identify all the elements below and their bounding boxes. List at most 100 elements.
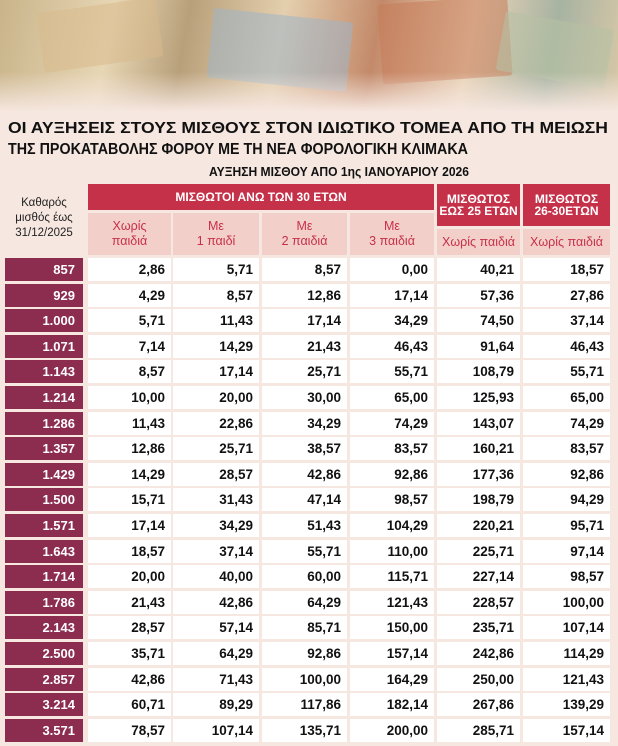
value-cell: 20,00 [173, 386, 259, 409]
value-cell: 55,71 [350, 360, 434, 384]
value-cell: 114,29 [523, 642, 610, 665]
value-cell: 220,21 [437, 514, 520, 537]
value-cell: 164,29 [350, 667, 434, 691]
value-cell: 28,57 [88, 616, 171, 640]
value-cell: 139,29 [523, 693, 610, 717]
value-cell: 107,14 [173, 718, 259, 742]
value-cell: 135,71 [262, 718, 347, 742]
value-cell: 5,71 [88, 309, 171, 333]
text-line: 1 παιδί [196, 234, 236, 248]
value-cell: 89,29 [173, 693, 259, 717]
row-label: 1.286 [5, 411, 83, 435]
text-line: παιδιά [111, 234, 148, 248]
value-cell: 17,14 [173, 360, 259, 384]
value-cell: 34,29 [173, 514, 259, 537]
title-line: ΟΙ ΑΥΞΗΣΕΙΣ ΣΤΟΥΣ ΜΙΣΘΟΥΣ ΣΤΟΝ ΙΔΙΩΤΙΚΟ … [8, 120, 608, 137]
row-label: 2.857 [5, 667, 83, 691]
row-label: 1.143 [5, 360, 83, 384]
value-cell: 74,29 [350, 411, 434, 435]
value-cell: 10,00 [88, 386, 171, 409]
value-cell: 92,86 [262, 642, 347, 665]
value-cell: 17,14 [350, 283, 434, 307]
value-cell: 98,57 [523, 565, 610, 589]
value-cell: 8,57 [262, 258, 347, 281]
value-cell: 17,14 [262, 309, 347, 333]
value-cell: 64,29 [173, 642, 259, 665]
value-cell: 235,71 [437, 616, 520, 640]
value-cell: 100,00 [262, 667, 347, 691]
value-cell: 55,71 [262, 539, 347, 563]
value-cell: 46,43 [523, 334, 610, 358]
value-cell: 20,00 [88, 565, 171, 589]
value-cell: 227,14 [437, 565, 520, 589]
value-cell: 21,43 [88, 590, 171, 614]
row-label: 1.714 [5, 565, 83, 589]
row-label: 1.786 [5, 590, 83, 614]
row-label: 1.071 [5, 334, 83, 358]
value-cell: 108,79 [437, 360, 520, 384]
value-cell: 12,86 [262, 283, 347, 307]
value-cell: 94,29 [523, 488, 610, 512]
value-cell: 198,79 [437, 488, 520, 512]
group-header: ΜΙΣΘΩΤΟΣ ΕΩΣ 25 ΕΤΩΝ [437, 184, 520, 226]
text-line: Με [384, 219, 400, 233]
value-cell: 228,57 [437, 590, 520, 614]
value-cell: 42,86 [262, 462, 347, 486]
value-cell: 200,00 [350, 718, 434, 742]
value-cell: 42,86 [173, 590, 259, 614]
text-line: 31/12/2025 [15, 226, 73, 239]
sub-header: Με 3 παιδιά [350, 213, 434, 255]
text-line: 2 παιδιά [281, 234, 328, 248]
value-cell: 91,64 [437, 334, 520, 358]
row-label: 2.500 [5, 642, 83, 665]
text-line: Με [296, 219, 313, 233]
value-cell: 71,43 [173, 667, 259, 691]
title-line: ΤΗΣ ΠΡΟΚΑΤΑΒΟΛΗΣ ΦΟΡΟΥ ΜΕ ΤΗ ΝΕΑ ΦΟΡΟΛΟΓ… [8, 141, 468, 158]
value-cell: 37,14 [173, 539, 259, 563]
value-cell: 157,14 [523, 718, 610, 742]
row-label: 1.357 [5, 437, 83, 461]
value-cell: 110,00 [350, 539, 434, 563]
value-cell: 160,21 [437, 437, 520, 461]
value-cell: 242,86 [437, 642, 520, 665]
value-cell: 22,86 [173, 411, 259, 435]
text-line: ΕΩΣ 25 ΕΤΩΝ [439, 204, 518, 218]
value-cell: 285,71 [437, 718, 520, 742]
value-cell: 78,57 [88, 718, 171, 742]
value-cell: 83,57 [350, 437, 434, 461]
value-cell: 92,86 [523, 462, 610, 486]
row-label: 1.500 [5, 488, 83, 512]
corner-label: Καθαρός μισθός έως 31/12/2025 [5, 185, 83, 251]
row-label: 1.429 [5, 462, 83, 486]
value-cell: 51,43 [262, 514, 347, 537]
text-line: 26-30ΕΤΩΝ [534, 204, 599, 218]
value-cell: 42,86 [88, 667, 171, 691]
value-cell: 25,71 [173, 437, 259, 461]
text-line: Χωρίς παιδιά [442, 234, 515, 249]
value-cell: 57,36 [437, 283, 520, 307]
text-line: ΜΙΣΘΩΤΟΣ [446, 192, 511, 206]
value-cell: 150,00 [350, 616, 434, 640]
value-cell: 60,71 [88, 693, 171, 717]
text-line: Με [208, 219, 224, 233]
value-cell: 157,14 [350, 642, 434, 665]
value-cell: 21,43 [262, 334, 347, 358]
value-cell: 182,14 [350, 693, 434, 717]
value-cell: 115,71 [350, 565, 434, 589]
value-cell: 107,14 [523, 616, 610, 640]
value-cell: 34,29 [262, 411, 347, 435]
value-cell: 11,43 [88, 411, 171, 435]
value-cell: 121,43 [523, 667, 610, 691]
value-cell: 14,29 [173, 334, 259, 358]
value-cell: 55,71 [523, 360, 610, 384]
value-cell: 74,50 [437, 309, 520, 333]
value-cell: 38,57 [262, 437, 347, 461]
value-cell: 7,14 [88, 334, 171, 358]
value-cell: 25,71 [262, 360, 347, 384]
text-line: Χωρίς [112, 219, 147, 233]
value-cell: 64,29 [262, 590, 347, 614]
sub-header: Χωρίς παιδιά [88, 213, 171, 255]
row-label: 3.571 [5, 718, 83, 742]
row-label: 929 [5, 283, 83, 307]
